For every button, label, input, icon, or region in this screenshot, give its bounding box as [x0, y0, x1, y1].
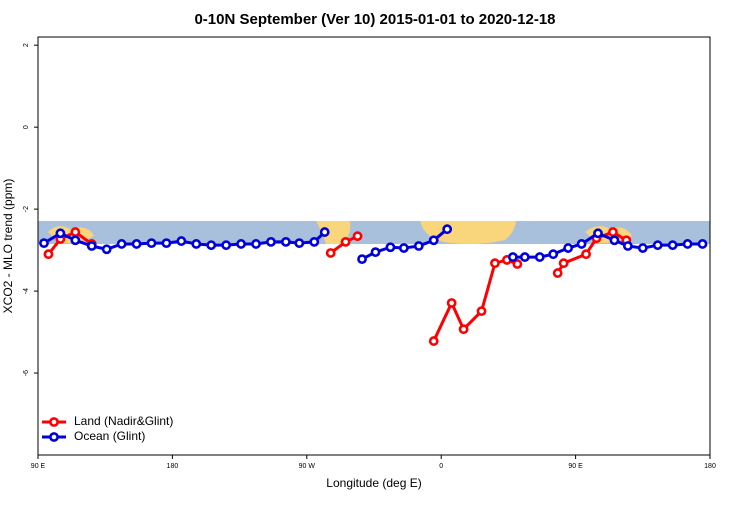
y-tick-label: -4 [23, 288, 30, 294]
point [385, 242, 396, 253]
point [622, 241, 633, 251]
point [236, 239, 246, 249]
point [512, 259, 523, 269]
point [428, 336, 439, 346]
point [476, 306, 487, 317]
point [609, 235, 620, 246]
legend-label: Land (Nadir&Glint) [74, 414, 173, 428]
x-axis-label: Longitude (deg E) [326, 476, 421, 490]
point [176, 236, 187, 246]
point [667, 240, 678, 251]
point [446, 298, 457, 308]
x-tick-label: 90 W [299, 463, 316, 470]
point [70, 227, 81, 237]
legend-label: Ocean (Glint) [74, 429, 145, 443]
point [534, 252, 545, 262]
legend-marker [49, 417, 59, 427]
point [458, 324, 469, 335]
y-tick-label: 2 [23, 43, 30, 47]
point [357, 254, 367, 265]
plot-frame [37, 36, 711, 456]
legend-marker [49, 432, 59, 442]
point [251, 239, 261, 249]
point [191, 239, 202, 249]
point [608, 227, 618, 237]
point [86, 241, 97, 251]
point [442, 224, 453, 235]
x-tick-label: 180 [704, 463, 716, 470]
point [581, 249, 591, 260]
point [325, 248, 336, 258]
point [697, 239, 708, 249]
point [39, 238, 49, 249]
point [161, 238, 172, 249]
point [131, 239, 142, 249]
x-tick-label: 90 E [31, 463, 46, 470]
y-tick-label: 0 [23, 125, 30, 129]
point [507, 252, 518, 262]
point [548, 249, 559, 260]
point [146, 238, 157, 249]
point [55, 228, 66, 239]
y-tick-label: -2 [23, 206, 30, 212]
point [266, 237, 276, 247]
chart-title: 0-10N September (Ver 10) 2015-01-01 to 2… [194, 11, 555, 28]
point [682, 239, 693, 249]
point [413, 241, 424, 251]
y-tick-label: -6 [23, 370, 30, 376]
point [398, 243, 409, 253]
point [576, 239, 587, 249]
point [280, 237, 291, 247]
point [319, 227, 330, 237]
point [519, 252, 530, 262]
point [352, 231, 363, 242]
y-axis-label: XCO2 - MLO trend (ppm) [1, 179, 15, 314]
point [116, 239, 127, 249]
land-shape [316, 221, 351, 244]
point [490, 258, 500, 269]
ocean-background [38, 221, 710, 244]
point [70, 235, 81, 246]
point [221, 240, 232, 251]
point [43, 249, 54, 260]
x-tick-label: 90 E [568, 463, 583, 470]
point [370, 247, 381, 258]
point [563, 243, 574, 253]
point [552, 268, 563, 278]
point [558, 258, 569, 269]
point [637, 243, 648, 253]
point [206, 240, 217, 251]
point [593, 228, 603, 239]
point [652, 240, 663, 251]
x-tick-label: 180 [167, 463, 179, 470]
point [309, 237, 320, 247]
point [340, 237, 351, 247]
point [101, 244, 112, 255]
point [428, 235, 439, 246]
point [294, 238, 305, 249]
x-tick-label: 0 [439, 463, 443, 470]
